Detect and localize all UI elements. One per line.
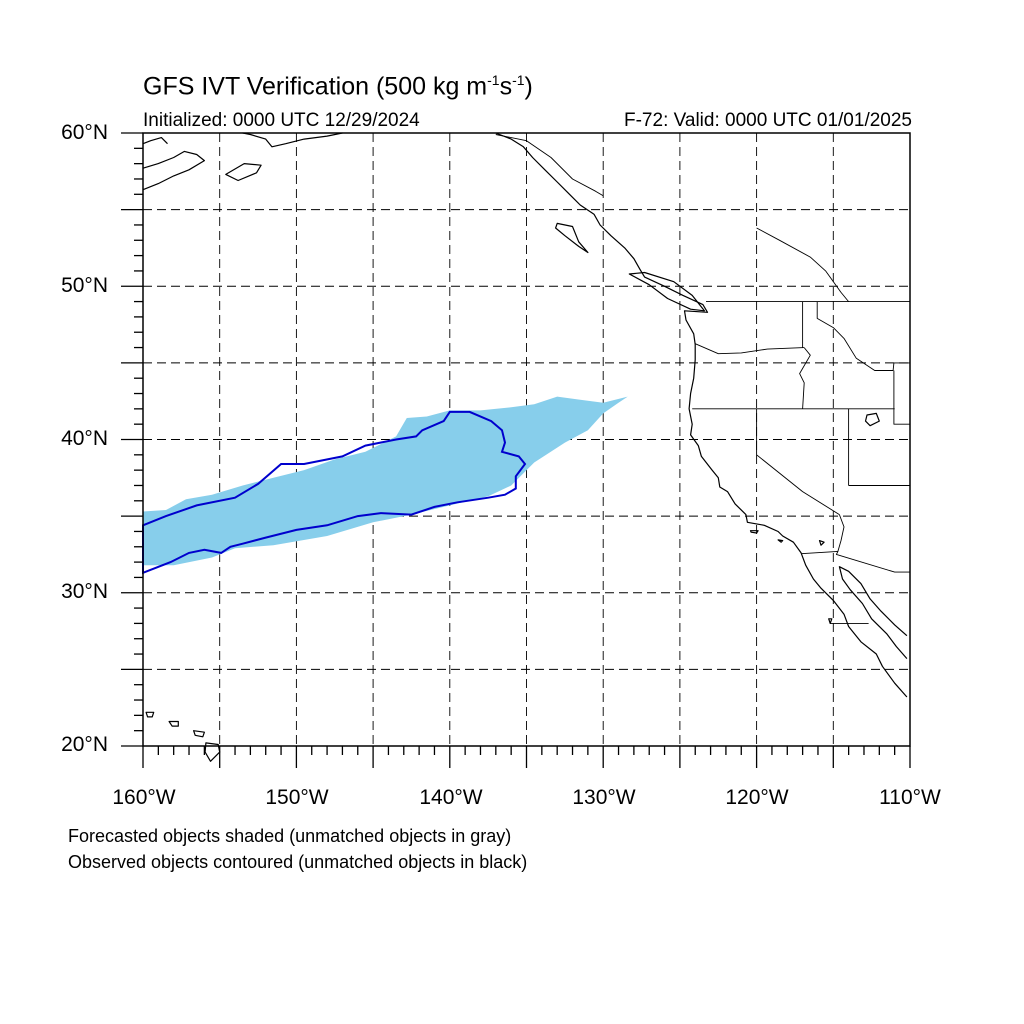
lon-label-160w: 160°W — [112, 786, 176, 809]
island-outline — [168, 720, 179, 727]
lon-label-130w: 130°W — [572, 786, 636, 809]
chart-title: GFS IVT Verification (500 kg m-1s-1) — [143, 72, 533, 101]
axis-ticks — [121, 132, 911, 768]
lat-label-50n: 50°N — [61, 274, 108, 297]
lon-label-150w: 150°W — [265, 786, 329, 809]
island-outline — [749, 530, 759, 534]
observed-ivt-contour — [142, 410, 527, 575]
political-border — [756, 227, 849, 302]
lat-label-30n: 30°N — [61, 580, 108, 603]
island-outline — [628, 271, 705, 312]
island-outline — [828, 618, 833, 624]
island-outline — [864, 412, 880, 427]
island-outline — [818, 540, 825, 546]
political-border — [756, 408, 840, 515]
island-outline — [204, 742, 221, 762]
coastline — [142, 137, 168, 145]
lat-label-60n: 60°N — [61, 121, 108, 144]
forecast-ivt-object — [143, 396, 628, 566]
political-border — [816, 301, 910, 371]
island-outline — [777, 539, 784, 543]
political-border — [695, 343, 805, 355]
observed-note: Observed objects contoured (unmatched ob… — [68, 852, 528, 872]
lon-label-110w: 110°W — [879, 786, 941, 809]
coastlines-and-borders — [142, 132, 910, 762]
forecast-note: Forecasted objects shaded (unmatched obj… — [68, 826, 512, 846]
political-border — [893, 370, 910, 425]
island-outline — [193, 730, 205, 738]
coastline — [838, 566, 908, 659]
political-border — [837, 514, 845, 552]
island-outline — [145, 711, 155, 718]
coastline — [242, 132, 343, 148]
island-outline — [555, 222, 589, 254]
island-outline — [225, 163, 262, 182]
political-border — [495, 134, 604, 197]
initialized-time: Initialized: 0000 UTC 12/29/2024 — [143, 110, 420, 131]
lon-label-120w: 120°W — [725, 786, 789, 809]
political-border — [799, 347, 811, 409]
coastline — [142, 150, 205, 191]
lon-label-140w: 140°W — [419, 786, 483, 809]
coastline — [495, 132, 908, 698]
valid-time: F-72: Valid: 0000 UTC 01/01/2025 — [624, 110, 912, 131]
lat-label-20n: 20°N — [61, 733, 108, 756]
lat-label-40n: 40°N — [61, 427, 108, 450]
political-border — [801, 550, 910, 573]
